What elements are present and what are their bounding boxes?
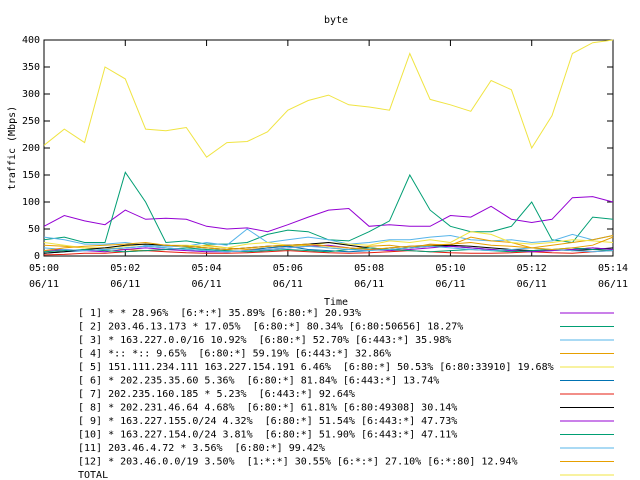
y-tick-label: 150 — [22, 170, 40, 181]
legend-label: [ 4] *:: *:: 9.65% [6:80:*] 59.19% [6:44… — [78, 349, 391, 360]
x-tick-label: 05:10 — [435, 263, 465, 274]
x-tick-label: 05:04 — [192, 263, 222, 274]
legend-label: [ 3] * 163.227.0.0/16 10.92% [6:80:*] 52… — [78, 335, 451, 346]
legend-label: TOTAL — [78, 470, 108, 480]
legend-label: [ 8] * 202.231.46.64 4.68% [6:80:*] 61.8… — [78, 403, 457, 414]
x-axis-label: Time — [324, 297, 348, 308]
legend-label: [12] * 203.46.0.0/19 3.50% [1:*:*] 30.55… — [78, 457, 518, 468]
x-tick-label: 05:06 — [273, 263, 303, 274]
x-tick-date: 06/11 — [435, 279, 465, 290]
series-line — [43, 241, 614, 254]
legend-label: [ 5] 151.111.234.111 163.227.154.191 6.4… — [78, 362, 554, 373]
x-tick-label: 05:14 — [598, 263, 628, 274]
y-tick-label: 400 — [22, 35, 40, 46]
series-line — [43, 245, 614, 253]
y-axis-label: traffic (Mbps) — [7, 106, 18, 190]
series-line — [43, 39, 614, 158]
x-tick-date: 06/11 — [273, 279, 303, 290]
x-tick-label: 05:08 — [354, 263, 384, 274]
x-tick-label: 05:12 — [517, 263, 547, 274]
legend-label: [ 1] * * 28.96% [6:*:*] 35.89% [6:80:*] … — [78, 308, 361, 319]
legend-label: [11] 203.46.4.72 * 3.56% [6:80:*] 99.42% — [78, 443, 325, 454]
legend-label: [ 7] 202.235.160.185 * 5.23% [6:443:*] 9… — [78, 389, 355, 400]
plot-frame — [43, 39, 614, 257]
y-tick-label: 350 — [22, 62, 40, 73]
y-tick-label: 200 — [22, 143, 40, 154]
x-tick-date: 06/11 — [354, 279, 384, 290]
legend-label: [ 9] * 163.227.155.0/24 4.32% [6:80:*] 5… — [78, 416, 457, 427]
x-tick-label: 05:00 — [29, 263, 59, 274]
legend-label: [ 6] * 202.235.35.60 5.36% [6:80:*] 81.8… — [78, 376, 439, 387]
x-tick-label: 05:02 — [110, 263, 140, 274]
x-tick-date: 06/11 — [110, 279, 140, 290]
y-tick-label: 300 — [22, 89, 40, 100]
y-tick-label: 50 — [28, 224, 40, 235]
series-line — [43, 171, 614, 245]
chart-title: byte — [324, 15, 348, 26]
y-tick-label: 250 — [22, 116, 40, 127]
y-tick-label: 100 — [22, 197, 40, 208]
x-tick-date: 06/11 — [192, 279, 222, 290]
y-tick-label: 0 — [34, 251, 40, 262]
legend-label: [10] * 163.227.154.0/24 3.81% [6:80:*] 5… — [78, 430, 457, 441]
series-line — [43, 196, 614, 233]
legend-label: [ 2] 203.46.13.173 * 17.05% [6:80:*] 80.… — [78, 322, 463, 333]
series-line — [43, 247, 614, 253]
series-line — [43, 236, 614, 252]
x-tick-date: 06/11 — [29, 279, 59, 290]
x-tick-date: 06/11 — [517, 279, 547, 290]
x-tick-date: 06/11 — [598, 279, 628, 290]
